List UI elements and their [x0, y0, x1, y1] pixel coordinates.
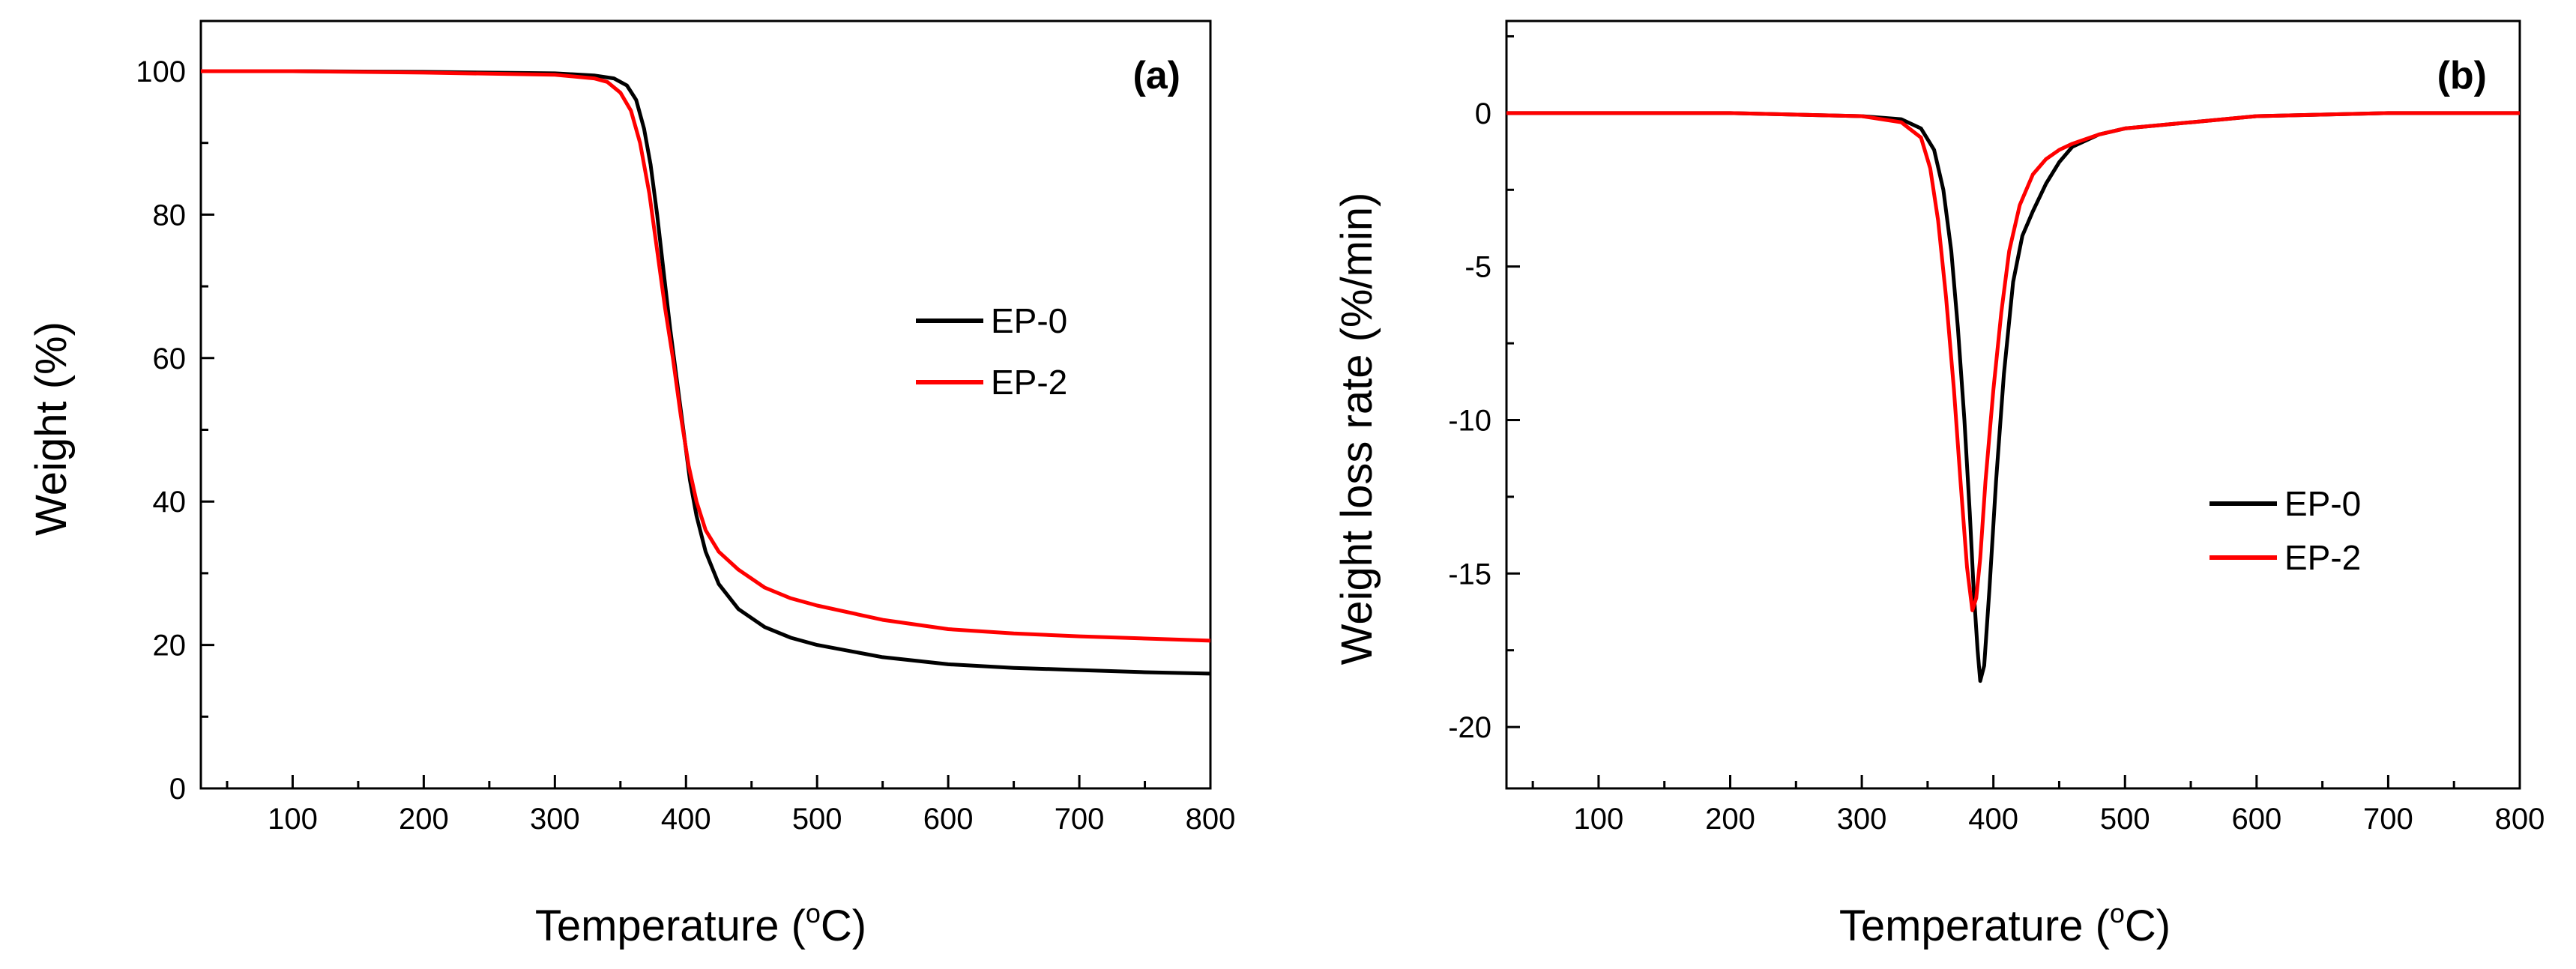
- x-tick-label-a: 300: [530, 803, 580, 836]
- plot-area-a: 100 200 300 400 500 600 700 800 0 20 40 60 80 100: [136, 19, 1236, 836]
- plot-frame-b: [1505, 19, 2521, 790]
- x-tick-label-a: 800: [1186, 803, 1236, 836]
- x-axis-title-unit-b: C): [2125, 902, 2171, 950]
- panel-label-b: (b): [2437, 54, 2487, 97]
- x-tick-label-b: 400: [1968, 803, 2018, 836]
- chart-panel-a: 100 200 300 400 500 600 700 800 0 20 40 60 80 100 (a)…: [27, 19, 1236, 950]
- y-tick-label-a: 100: [136, 55, 186, 88]
- x-axis-title-text-a: Temperature (: [535, 902, 806, 950]
- chart-panel-b: 100 200 300 400 500 600 700 800 0 -5 -10 -15 -20 (b)…: [1333, 19, 2545, 950]
- y-tick-label-b: 0: [1475, 97, 1491, 130]
- y-axis-title-a: Weight (%): [27, 322, 76, 536]
- x-tick-label-b: 600: [2231, 803, 2281, 836]
- y-tick-label-b: -15: [1448, 558, 1491, 591]
- y-tick-label-a: 80: [153, 199, 187, 232]
- x-axis-title-a: Temperature (oC): [535, 898, 866, 950]
- x-tick-label-a: 600: [923, 803, 974, 836]
- y-tick-label-a: 0: [169, 773, 186, 806]
- x-tick-label-a: 100: [268, 803, 318, 836]
- legend-a: EP-0 EP-2: [916, 301, 1067, 402]
- degree-sup-a: o: [806, 898, 821, 929]
- legend-label-ep0-a: EP-0: [991, 301, 1067, 340]
- series-line-ep-0-b: [1506, 111, 2520, 683]
- y-axis-title-b: Weight loss rate (%/min): [1333, 193, 1381, 665]
- legend-b: EP-0 EP-2: [2209, 484, 2361, 577]
- x-tick-label-b: 300: [1837, 803, 1887, 836]
- x-tick-label-b: 700: [2363, 803, 2413, 836]
- degree-sup-b: o: [2110, 898, 2125, 929]
- x-tick-label-a: 400: [661, 803, 711, 836]
- legend-label-ep2-b: EP-2: [2284, 538, 2361, 577]
- x-axis-title-text-b: Temperature (: [1839, 902, 2110, 950]
- x-tick-label-a: 200: [399, 803, 449, 836]
- y-tick-label-b: -5: [1465, 251, 1491, 284]
- panel-label-a: (a): [1132, 54, 1180, 97]
- x-tick-label-a: 500: [792, 803, 842, 836]
- x-axis-title-b: Temperature (oC): [1839, 898, 2171, 950]
- legend-label-ep0-b: EP-0: [2284, 484, 2361, 523]
- series-line-ep-2-b: [1506, 111, 2520, 612]
- y-tick-label-b: -10: [1448, 404, 1491, 437]
- x-tick-label-b: 800: [2495, 803, 2545, 836]
- legend-label-ep2-a: EP-2: [991, 363, 1067, 402]
- x-tick-label-b: 100: [1574, 803, 1624, 836]
- plot-frame-a: [199, 19, 1212, 790]
- series-line-ep-2-a: [201, 69, 1211, 643]
- x-tick-label-b: 200: [1705, 803, 1755, 836]
- x-axis-title-unit-a: C): [821, 902, 866, 950]
- x-tick-label-a: 700: [1055, 803, 1105, 836]
- y-tick-label-b: -20: [1448, 711, 1491, 744]
- y-tick-label-a: 60: [153, 342, 187, 375]
- y-tick-label-a: 40: [153, 486, 187, 519]
- plot-area-b: 100 200 300 400 500 600 700 800 0 -5 -10 -15 -20: [1448, 19, 2545, 836]
- y-tick-label-a: 20: [153, 630, 187, 662]
- x-tick-label-b: 500: [2100, 803, 2150, 836]
